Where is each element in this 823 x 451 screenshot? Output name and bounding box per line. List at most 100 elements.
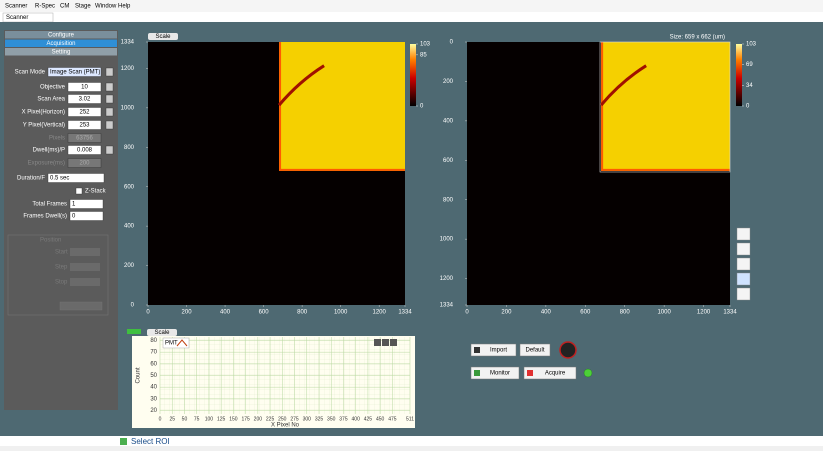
- x-tick-label: 350: [327, 416, 336, 422]
- button-icon: [474, 347, 480, 353]
- image-size: Size: 659 x 662 (um): [670, 35, 725, 41]
- section-title: Configure: [48, 33, 75, 39]
- x-tick-label: 800: [620, 310, 631, 316]
- y-tick-label: 1000: [121, 105, 135, 111]
- x-tick-label: 25: [169, 416, 175, 422]
- x-tick-label: 175: [241, 416, 250, 422]
- menu-item[interactable]: Stage: [75, 4, 91, 10]
- menu-item[interactable]: Help: [118, 4, 131, 10]
- button-label: Acquire: [545, 371, 566, 377]
- x-tick-label: 475: [388, 416, 397, 422]
- x-tick-label: 275: [290, 416, 299, 422]
- menu-item[interactable]: CM: [60, 4, 69, 10]
- field-label: Duration/F: [17, 176, 45, 182]
- colorbar-label: 85: [420, 52, 427, 58]
- field-value: 253: [79, 123, 90, 129]
- chart-tool[interactable]: [382, 339, 389, 346]
- colorbar-label: 103: [746, 42, 757, 48]
- x-tick-label: 1200: [373, 310, 387, 316]
- button-icon: [527, 370, 533, 376]
- checkbox[interactable]: [76, 188, 82, 194]
- tab-label: Scanner: [6, 15, 28, 21]
- button-label: Monitor: [490, 371, 510, 377]
- spin-button[interactable]: [106, 95, 113, 103]
- colorbar: [736, 44, 742, 106]
- disabled-label: Stop: [55, 280, 68, 286]
- chart-tool[interactable]: [390, 339, 397, 346]
- spin-button[interactable]: [106, 146, 113, 154]
- tool-button[interactable]: [737, 243, 750, 255]
- image-bright-region: [601, 42, 730, 171]
- x-tick-label: 600: [259, 310, 270, 316]
- spin-button[interactable]: [106, 121, 113, 129]
- y-tick-label: 600: [124, 184, 135, 190]
- field-label: Y Pixel(Vertical): [23, 123, 65, 129]
- colorbar-label: 103: [420, 42, 431, 48]
- menu-item[interactable]: Window: [95, 4, 117, 10]
- x-tick-label: 511: [406, 416, 414, 422]
- colorbar-label: 34: [746, 83, 753, 89]
- section-title: Setting: [52, 50, 71, 56]
- x-tick-label: 1334: [723, 310, 737, 316]
- x-tick-label: 250: [278, 416, 287, 422]
- x-tick-label: 75: [194, 416, 200, 422]
- spin-button[interactable]: [106, 68, 113, 76]
- field-label: Pixels: [49, 136, 65, 142]
- y-tick-label: 800: [443, 197, 454, 203]
- field-value: Image Scan (PMT): [50, 70, 100, 76]
- checkbox-label: Z-Stack: [85, 189, 107, 195]
- menu-item[interactable]: R-Spec: [35, 4, 55, 10]
- field-label: Dwell(ms)/P: [33, 148, 65, 154]
- status-text: Select ROI: [131, 437, 170, 446]
- y-tick-label: 600: [443, 158, 454, 164]
- status-wheel: [560, 342, 576, 358]
- y-tick-label: 70: [150, 350, 157, 356]
- x-tick-label: 375: [339, 416, 348, 422]
- x-tick-label: 100: [205, 416, 214, 422]
- scale-button-label: Scale: [155, 34, 171, 40]
- disabled-label: Start: [55, 250, 68, 256]
- y-tick-label: 80: [150, 338, 157, 344]
- image-edge: [601, 169, 730, 171]
- x-tick-label: 50: [182, 416, 188, 422]
- colorbar: [410, 44, 416, 106]
- disabled-input: [70, 248, 100, 256]
- x-tick-label: 400: [541, 310, 552, 316]
- y-tick-label: 20: [150, 408, 157, 414]
- field-label: Exposure(ms): [28, 161, 65, 167]
- menu-item[interactable]: Scanner: [5, 4, 27, 10]
- x-tick-label: 425: [364, 416, 373, 422]
- x-tick-label: 1334: [398, 310, 412, 316]
- x-tick-label: 400: [352, 416, 361, 422]
- image-edge: [279, 42, 281, 171]
- field-value: 10: [81, 85, 88, 91]
- tool-button[interactable]: [737, 228, 750, 240]
- field-label: Scan Mode: [15, 70, 46, 76]
- x-tick-label: 200: [254, 416, 263, 422]
- scale-button-label: Scale: [154, 330, 170, 336]
- x-axis-label: X Pixel No: [271, 423, 300, 429]
- button-label: Import: [490, 348, 507, 354]
- x-tick-label: 1200: [697, 310, 711, 316]
- field-value: 252: [79, 110, 90, 116]
- chart-tool[interactable]: [374, 339, 381, 346]
- tool-button[interactable]: [737, 258, 750, 270]
- y-tick-label: 800: [124, 145, 135, 151]
- x-tick-label: 225: [266, 416, 275, 422]
- x-tick-label: 300: [303, 416, 312, 422]
- colorbar-label: 69: [746, 62, 753, 68]
- x-tick-label: 125: [217, 416, 226, 422]
- spin-button[interactable]: [106, 108, 113, 116]
- field-value: 200: [79, 161, 90, 167]
- status-icon: [120, 438, 127, 445]
- x-tick-label: 400: [220, 310, 231, 316]
- tool-button[interactable]: [737, 273, 750, 285]
- field-label: Scan Area: [37, 97, 65, 103]
- legend-label: PMT: [165, 341, 178, 347]
- spin-button[interactable]: [106, 83, 113, 91]
- tool-button[interactable]: [737, 288, 750, 300]
- y-tick-label: 1000: [440, 237, 454, 243]
- x-tick-label: 200: [182, 310, 193, 316]
- y-tick-label: 1334: [121, 40, 135, 46]
- field-label: X Pixel(Horizon): [22, 110, 65, 116]
